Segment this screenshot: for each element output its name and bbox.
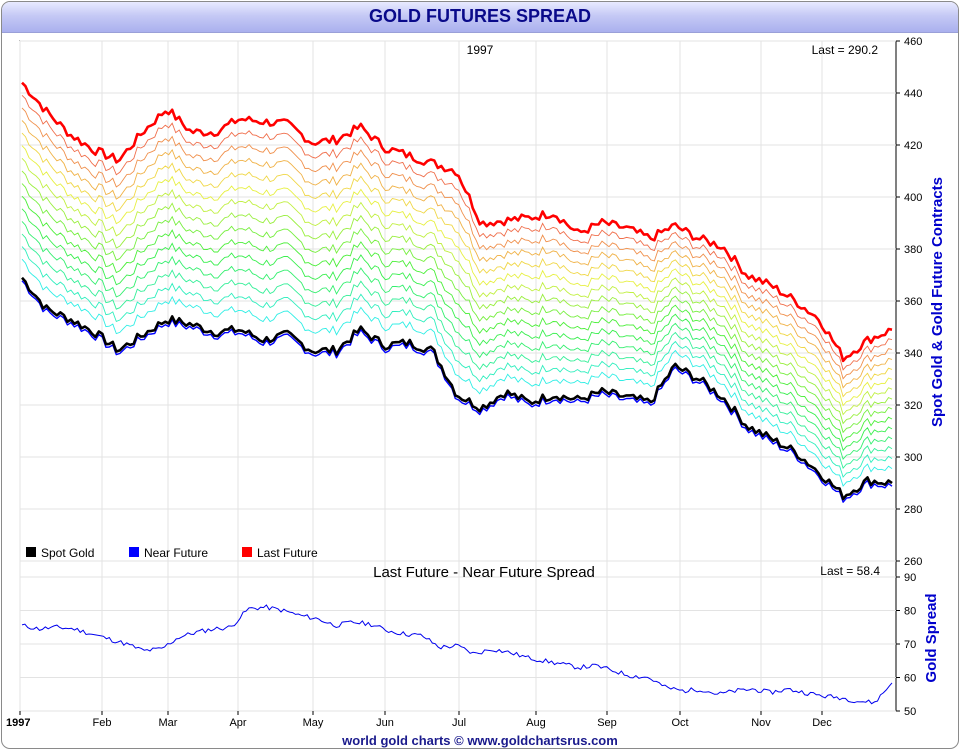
title-bar: GOLD FUTURES SPREAD: [2, 2, 958, 33]
main-y-axis-title: Spot Gold & Gold Future Contracts: [929, 177, 946, 427]
main-y-tick-label: 360: [904, 296, 922, 308]
legend-swatch-spot: [26, 547, 36, 557]
futures-contract-line: [21, 208, 893, 452]
x-tick-label: Jul: [452, 717, 466, 729]
main-series-lines: [21, 81, 893, 503]
spot-gold-line: [21, 276, 893, 501]
legend-swatch-last: [242, 547, 252, 557]
near-future-line: [21, 280, 893, 503]
main-y-tick-label: 340: [904, 348, 922, 360]
futures-contract-line: [21, 145, 893, 407]
x-tick-label: Dec: [812, 717, 832, 729]
x-tick-label: Sep: [597, 717, 617, 729]
legend-swatch-near: [129, 547, 139, 557]
x-tick-label: Apr: [229, 717, 246, 729]
x-tick-label: Mar: [159, 717, 178, 729]
main-y-tick-label: 400: [904, 192, 922, 204]
main-y-tick-label: 420: [904, 140, 922, 152]
futures-contract-line: [21, 258, 893, 487]
legend: Spot Gold Near Future Last Future: [26, 546, 318, 560]
main-y-tick-labels: 260 280 300 320 340 360 380 400 420 440 460: [896, 36, 922, 568]
futures-contract-line: [21, 233, 893, 470]
main-y-tick-label: 460: [904, 36, 922, 48]
spread-y-tick-label: 60: [904, 673, 916, 685]
main-grid: [19, 40, 896, 562]
spread-plot-area: [19, 560, 897, 712]
futures-contract-line: [21, 94, 893, 371]
futures-contract-line: [21, 132, 893, 398]
main-y-tick-label: 380: [904, 244, 922, 256]
futures-contract-line: [21, 157, 893, 416]
x-tick-labels: 1997 Feb Mar Apr May Jun Jul Aug Sep Oct Nov Dec: [6, 711, 832, 729]
futures-contract-line: [21, 120, 893, 389]
x-tick-label: Oct: [671, 717, 688, 729]
main-y-tick-label: 260: [904, 556, 922, 568]
futures-contract-line: [21, 107, 893, 380]
futures-fan-lines: [21, 94, 893, 487]
x-tick-label: Aug: [526, 717, 546, 729]
spread-y-tick-label: 70: [904, 639, 916, 651]
spread-series-lines: [21, 604, 893, 705]
main-y-tick-label: 280: [904, 504, 922, 516]
futures-contract-line: [21, 195, 893, 443]
last-future-line: [21, 81, 893, 363]
main-y-tick-label: 300: [904, 452, 922, 464]
spread-y-axis-title: Gold Spread: [923, 593, 940, 682]
x-tick-label: May: [303, 717, 324, 729]
spread-y-tick-label: 80: [904, 606, 916, 618]
legend-label-last: Last Future: [257, 546, 318, 560]
legend-label-near: Near Future: [144, 546, 208, 560]
spread-last-value: Last = 58.4: [820, 564, 880, 578]
main-y-tick-label: 320: [904, 400, 922, 412]
spread-y-tick-labels: 50 60 70 80 90: [896, 572, 916, 718]
futures-contract-line: [21, 221, 893, 461]
futures-contract-line: [21, 246, 893, 478]
legend-label-spot: Spot Gold: [41, 546, 94, 560]
futures-contract-line: [21, 183, 893, 434]
footer-credit: world gold charts © www.goldchartsrus.co…: [342, 733, 618, 748]
main-y-tick-label: 440: [904, 88, 922, 100]
x-tick-label: 1997: [6, 717, 30, 729]
futures-contract-line: [21, 170, 893, 425]
spread-y-tick-label: 50: [904, 706, 916, 718]
main-subtitle: 1997: [467, 43, 494, 57]
chart-title: GOLD FUTURES SPREAD: [368, 6, 591, 26]
x-tick-label: Jun: [376, 717, 394, 729]
spread-subtitle: Last Future - Near Future Spread: [373, 564, 595, 581]
spread-y-tick-label: 90: [904, 572, 916, 584]
x-tick-label: Nov: [751, 717, 771, 729]
x-tick-label: Feb: [93, 717, 112, 729]
spread-line: [21, 604, 893, 705]
main-last-value: Last = 290.2: [812, 43, 879, 57]
